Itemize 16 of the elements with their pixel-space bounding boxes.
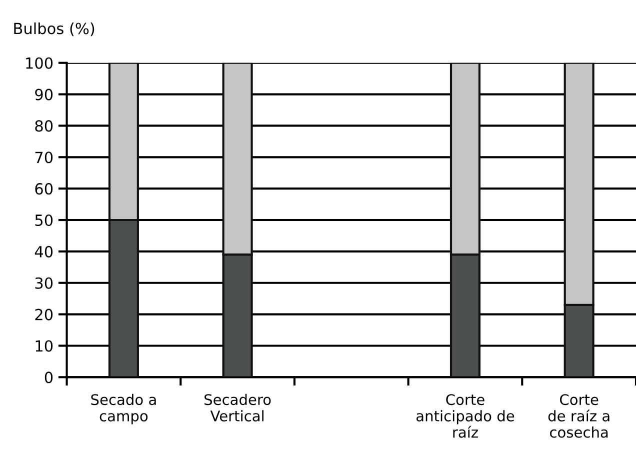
y-tick-label: 80 [35,120,53,132]
x-tick-label: Secadero Vertical [204,394,271,422]
y-tick-label: 0 [44,372,53,384]
y-tick-label: 70 [35,152,53,164]
y-tick-label: 60 [35,183,53,195]
y-tick-label: 20 [35,308,53,320]
y-axis-title: Bulbos (%) [14,22,94,36]
x-tick-label: Secado a campo [91,394,156,424]
y-tick-label: 40 [34,246,53,258]
x-tick-label: Corte anticipado de raíz [416,394,514,438]
x-tick-label: Corte de raíz a cosecha [548,394,610,438]
y-tick-label: 50 [35,214,53,226]
y-tick-label: 10 [36,340,53,352]
y-tick-label: 90 [35,88,53,100]
y-tick-label: 30 [35,277,53,289]
y-tick-label: 100 [26,57,53,69]
